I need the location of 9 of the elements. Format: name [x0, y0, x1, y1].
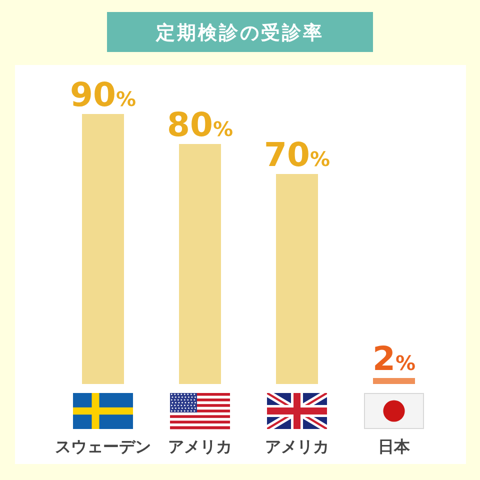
x-tick-label: アメリカ — [168, 437, 232, 456]
data-label: 90% — [70, 75, 136, 114]
data-label: 80% — [167, 105, 233, 144]
x-tick-label: アメリカ — [265, 437, 329, 456]
x-tick-label: 日本 — [378, 437, 411, 456]
data-label: 70% — [264, 135, 330, 174]
chart-title: 定期検診の受診率 — [155, 22, 324, 44]
data-label: 2% — [372, 339, 416, 378]
x-tick-label: スウェーデン — [55, 437, 151, 456]
